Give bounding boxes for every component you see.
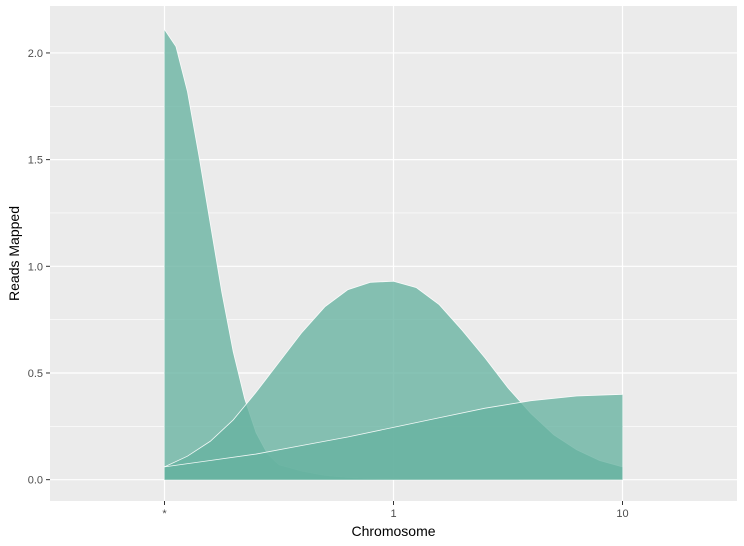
y-tick-label: 1.0 [28,261,43,273]
y-tick-label: 2.0 [28,48,43,60]
x-axis-title: Chromosome [351,523,435,539]
density-area-1 [164,29,623,480]
y-axis: 0.0 0.5 1.0 1.5 2.0 [28,48,50,487]
x-tick-label: 10 [616,508,628,520]
density-area-3 [164,394,623,480]
x-tick-label: 1 [390,508,396,520]
density-areas [164,29,623,481]
y-axis-title: Reads Mapped [6,206,22,301]
x-tick-label: * [162,508,167,520]
y-tick-label: 0.5 [28,368,43,380]
density-outline-3 [164,393,623,468]
y-tick-label: 1.5 [28,155,43,167]
y-tick-label: 0.0 [28,475,43,487]
x-axis: * 1 10 [162,501,629,520]
